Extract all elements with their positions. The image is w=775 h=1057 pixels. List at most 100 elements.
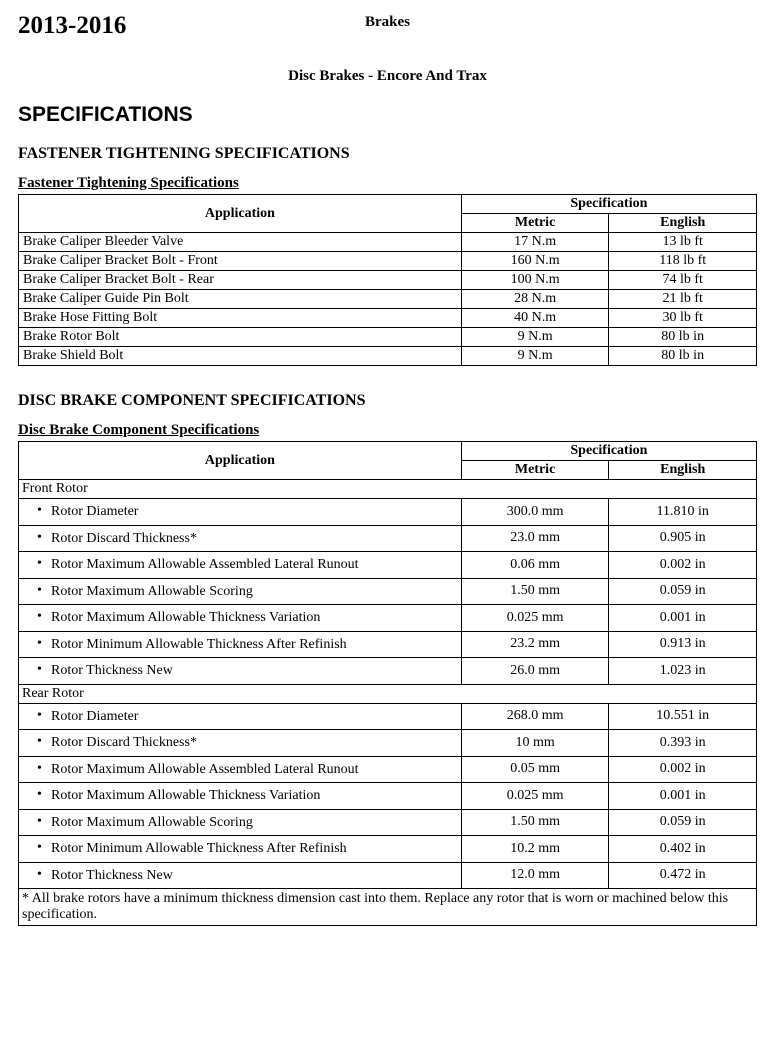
table-row: Rotor Minimum Allowable Thickness After … [19,631,757,658]
english-cell: 0.001 in [609,605,757,632]
application-cell: Rotor Diameter [19,499,462,526]
application-cell: Brake Hose Fitting Bolt [19,309,462,328]
table-row: Brake Shield Bolt9 N.m80 lb in [19,347,757,366]
table-row: Rotor Discard Thickness*10 mm0.393 in [19,730,757,757]
table-row: Brake Caliper Bleeder Valve17 N.m13 lb f… [19,233,757,252]
metric-cell: 1.50 mm [461,578,609,605]
metric-cell: 26.0 mm [461,658,609,685]
table-row: Brake Caliper Guide Pin Bolt28 N.m21 lb … [19,290,757,309]
english-cell: 0.059 in [609,809,757,836]
application-cell: Rotor Maximum Allowable Scoring [19,809,462,836]
footnote-cell: * All brake rotors have a minimum thickn… [19,889,757,926]
col-specification: Specification [461,442,756,461]
metric-cell: 0.06 mm [461,552,609,579]
metric-cell: 1.50 mm [461,809,609,836]
section-label: Front Rotor [19,480,757,499]
english-cell: 118 lb ft [609,252,757,271]
footnote-row: * All brake rotors have a minimum thickn… [19,889,757,926]
table-row: Rotor Diameter300.0 mm11.810 in [19,499,757,526]
english-cell: 74 lb ft [609,271,757,290]
table-row: Rotor Thickness New26.0 mm1.023 in [19,658,757,685]
english-cell: 0.905 in [609,525,757,552]
subsection-title: Disc Brakes - Encore And Trax [18,68,757,85]
application-cell: Brake Caliper Bracket Bolt - Rear [19,271,462,290]
english-cell: 11.810 in [609,499,757,526]
table-row: Brake Caliper Bracket Bolt - Rear100 N.m… [19,271,757,290]
metric-cell: 100 N.m [461,271,609,290]
metric-cell: 17 N.m [461,233,609,252]
english-cell: 0.001 in [609,783,757,810]
english-cell: 0.059 in [609,578,757,605]
col-metric: Metric [461,214,609,233]
table-row: Rotor Maximum Allowable Scoring1.50 mm0.… [19,809,757,836]
table-row: Rotor Maximum Allowable Scoring1.50 mm0.… [19,578,757,605]
table-row: Rotor Diameter268.0 mm10.551 in [19,703,757,730]
metric-cell: 23.2 mm [461,631,609,658]
component-heading: DISC BRAKE COMPONENT SPECIFICATIONS [18,392,757,410]
fastener-heading: FASTENER TIGHTENING SPECIFICATIONS [18,145,757,163]
metric-cell: 160 N.m [461,252,609,271]
section-row: Front Rotor [19,480,757,499]
application-cell: Rotor Discard Thickness* [19,525,462,552]
page-title: SPECIFICATIONS [18,103,757,127]
table-row: Rotor Discard Thickness*23.0 mm0.905 in [19,525,757,552]
english-cell: 0.402 in [609,836,757,863]
metric-cell: 10 mm [461,730,609,757]
table-row: Rotor Maximum Allowable Thickness Variat… [19,783,757,810]
metric-cell: 23.0 mm [461,525,609,552]
metric-cell: 40 N.m [461,309,609,328]
application-cell: Brake Caliper Guide Pin Bolt [19,290,462,309]
table-row: Brake Rotor Bolt9 N.m80 lb in [19,328,757,347]
application-cell: Rotor Maximum Allowable Assembled Latera… [19,756,462,783]
english-cell: 1.023 in [609,658,757,685]
application-cell: Brake Caliper Bleeder Valve [19,233,462,252]
table-row: Rotor Maximum Allowable Assembled Latera… [19,756,757,783]
col-english: English [609,461,757,480]
application-cell: Brake Rotor Bolt [19,328,462,347]
section-label: Rear Rotor [19,684,757,703]
application-cell: Rotor Diameter [19,703,462,730]
english-cell: 10.551 in [609,703,757,730]
application-cell: Rotor Thickness New [19,862,462,889]
application-cell: Rotor Maximum Allowable Scoring [19,578,462,605]
english-cell: 13 lb ft [609,233,757,252]
application-cell: Rotor Minimum Allowable Thickness After … [19,836,462,863]
metric-cell: 0.05 mm [461,756,609,783]
metric-cell: 0.025 mm [461,783,609,810]
col-specification: Specification [461,195,756,214]
table-row: Rotor Thickness New12.0 mm0.472 in [19,862,757,889]
metric-cell: 0.025 mm [461,605,609,632]
table-row: Rotor Maximum Allowable Thickness Variat… [19,605,757,632]
english-cell: 80 lb in [609,347,757,366]
metric-cell: 9 N.m [461,328,609,347]
application-cell: Brake Caliper Bracket Bolt - Front [19,252,462,271]
english-cell: 80 lb in [609,328,757,347]
application-cell: Rotor Thickness New [19,658,462,685]
application-cell: Rotor Maximum Allowable Thickness Variat… [19,605,462,632]
col-application: Application [19,195,462,233]
metric-cell: 300.0 mm [461,499,609,526]
component-table-title: Disc Brake Component Specifications [18,422,757,439]
metric-cell: 10.2 mm [461,836,609,863]
fastener-table: Application Specification Metric English… [18,194,757,366]
english-cell: 0.472 in [609,862,757,889]
table-row: Rotor Maximum Allowable Assembled Latera… [19,552,757,579]
col-application: Application [19,442,462,480]
section-row: Rear Rotor [19,684,757,703]
english-cell: 0.393 in [609,730,757,757]
table-row: Brake Caliper Bracket Bolt - Front160 N.… [19,252,757,271]
col-metric: Metric [461,461,609,480]
english-cell: 0.002 in [609,756,757,783]
page-header: 2013-2016 Brakes [18,12,757,40]
english-cell: 0.002 in [609,552,757,579]
component-table: Application Specification Metric English… [18,441,757,926]
application-cell: Brake Shield Bolt [19,347,462,366]
application-cell: Rotor Maximum Allowable Assembled Latera… [19,552,462,579]
application-cell: Rotor Discard Thickness* [19,730,462,757]
english-cell: 0.913 in [609,631,757,658]
table-row: Brake Hose Fitting Bolt40 N.m30 lb ft [19,309,757,328]
metric-cell: 12.0 mm [461,862,609,889]
fastener-table-title: Fastener Tightening Specifications [18,175,757,192]
col-english: English [609,214,757,233]
application-cell: Rotor Minimum Allowable Thickness After … [19,631,462,658]
